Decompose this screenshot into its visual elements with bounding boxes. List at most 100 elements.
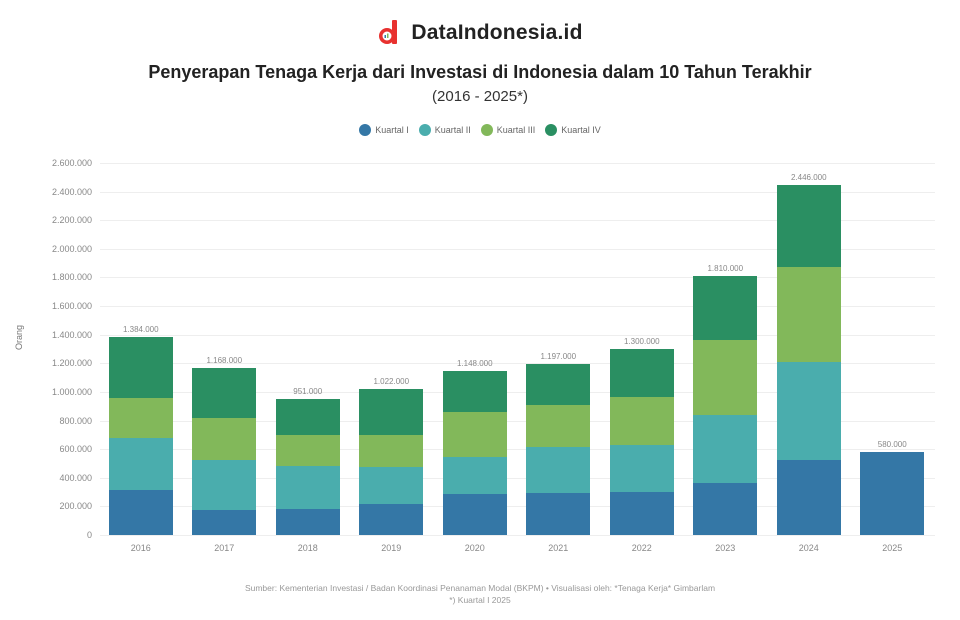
stacked-bar[interactable] xyxy=(860,452,925,535)
y-tick-label: 1.000.000 xyxy=(51,386,92,397)
bar-segment[interactable] xyxy=(776,267,841,363)
bar-segment[interactable] xyxy=(192,459,257,510)
stacked-bar[interactable] xyxy=(693,276,758,535)
gridline xyxy=(100,420,935,422)
y-tick-label: 2.200.000 xyxy=(51,215,92,226)
chart-source: Sumber: Kementerian Investasi / Badan Ko… xyxy=(0,582,960,606)
stacked-bar[interactable] xyxy=(275,398,340,535)
x-tick-label: 2020 xyxy=(464,543,485,553)
bar-segment[interactable] xyxy=(526,363,591,405)
legend-dot-icon xyxy=(418,124,431,136)
brand-name: DataIndonesia.id xyxy=(411,21,583,44)
legend-item[interactable]: Kuartal I xyxy=(359,124,409,136)
legend-dot-icon xyxy=(480,124,493,136)
y-tick-label: 1.200.000 xyxy=(51,358,92,369)
bar-segment[interactable] xyxy=(693,340,758,415)
bar-total-label: 1.810.000 xyxy=(707,264,744,274)
y-tick-label: 1.400.000 xyxy=(51,329,92,340)
bar-segment[interactable] xyxy=(693,276,758,340)
gridline xyxy=(100,363,935,365)
y-tick-label: 2.000.000 xyxy=(51,243,92,254)
plot-area: 0 200.000 400.000 600.000 800.000 1.000.000 1.… xyxy=(52,158,935,553)
bar-segment[interactable] xyxy=(108,337,173,398)
y-tick-label: 800.000 xyxy=(59,415,92,426)
bar-segment[interactable] xyxy=(275,466,340,509)
y-tick-label: 2.400.000 xyxy=(51,186,92,197)
bar-segment[interactable] xyxy=(609,491,674,535)
bar-total-label: 2.446.000 xyxy=(790,173,827,183)
legend-item[interactable]: Kuartal II xyxy=(418,124,471,136)
legend-dot-icon xyxy=(545,124,558,136)
brand-header: DataIndonesia.id xyxy=(0,20,960,46)
bar-segment[interactable] xyxy=(442,370,507,412)
legend-item[interactable]: Kuartal IV xyxy=(545,124,601,136)
bar-segment[interactable] xyxy=(192,367,257,418)
legend-label: Kuartal III xyxy=(496,125,536,135)
x-tick-label: 2023 xyxy=(715,543,736,553)
footnote: *) Kuartal I 2025 xyxy=(449,595,511,605)
stacked-bar[interactable] xyxy=(359,388,424,535)
bar-segment[interactable] xyxy=(776,185,841,268)
x-tick-label: 2025 xyxy=(882,543,903,553)
stacked-bar[interactable] xyxy=(526,363,591,535)
gridline xyxy=(100,334,935,336)
bar-segment[interactable] xyxy=(693,414,758,483)
bar-total-label: 1.148.000 xyxy=(456,358,493,368)
y-tick-label: 1.600.000 xyxy=(51,301,92,312)
bar-segment[interactable] xyxy=(609,349,674,397)
bar-total-label: 1.300.000 xyxy=(623,337,660,346)
gridline xyxy=(100,163,935,164)
bar-segment[interactable] xyxy=(526,492,591,535)
bar-segment[interactable] xyxy=(108,438,173,491)
y-tick-label: 2.600.000 xyxy=(51,158,92,168)
bar-total-label: 1.384.000 xyxy=(122,324,159,334)
gridline xyxy=(100,277,935,279)
bar-total-label: 1.168.000 xyxy=(206,355,243,365)
gridline xyxy=(100,220,935,222)
bar-total-label: 1.197.000 xyxy=(540,351,577,361)
legend-label: Kuartal II xyxy=(434,125,471,135)
bar-segment[interactable] xyxy=(693,482,758,535)
bar-segment[interactable] xyxy=(359,503,424,535)
chart-subtitle: (2016 - 2025*) xyxy=(432,88,528,105)
bar-segment[interactable] xyxy=(108,397,173,438)
bar-segment[interactable] xyxy=(442,493,507,535)
bar-segment[interactable] xyxy=(860,452,925,535)
bar-segment[interactable] xyxy=(192,509,257,535)
stacked-bar[interactable] xyxy=(192,367,257,535)
gridline xyxy=(100,191,935,193)
bar-segment[interactable] xyxy=(359,434,424,467)
bar-segment[interactable] xyxy=(275,508,340,535)
bar-segment[interactable] xyxy=(776,460,841,535)
chart-legend: Kuartal I Kuartal II Kuartal III Kuartal IV xyxy=(0,124,960,136)
stacked-bar[interactable] xyxy=(108,337,173,535)
bar-segment[interactable] xyxy=(275,435,340,467)
y-tick-label: 600.000 xyxy=(59,444,92,455)
bar-total-label: 951.000 xyxy=(293,386,323,396)
stacked-bar[interactable] xyxy=(776,185,841,535)
bar-segment[interactable] xyxy=(776,362,841,461)
bar-segment[interactable] xyxy=(609,396,674,445)
legend-item[interactable]: Kuartal III xyxy=(480,124,536,136)
bar-segment[interactable] xyxy=(275,398,340,435)
bar-segment[interactable] xyxy=(609,444,674,492)
bar-segment[interactable] xyxy=(359,466,424,504)
bar-segment[interactable] xyxy=(442,456,507,494)
bar-segment[interactable] xyxy=(526,404,591,447)
bar-segment[interactable] xyxy=(526,446,591,493)
stacked-bar[interactable] xyxy=(609,349,674,535)
gridline xyxy=(100,477,935,479)
stacked-bar[interactable] xyxy=(442,370,507,535)
bar-segment[interactable] xyxy=(192,418,257,460)
y-tick-label: 0 xyxy=(86,530,92,540)
bar-total-label: 580.000 xyxy=(877,440,907,449)
x-tick-label: 2024 xyxy=(798,543,819,553)
y-tick-label: 1.800.000 xyxy=(51,272,92,283)
gridline xyxy=(100,391,935,393)
bar-segment[interactable] xyxy=(442,411,507,457)
y-tick-label: 200.000 xyxy=(59,501,92,512)
bar-segment[interactable] xyxy=(359,388,424,435)
x-tick-label: 2019 xyxy=(381,543,402,553)
bar-segment[interactable] xyxy=(108,490,173,535)
x-tick-label: 2017 xyxy=(214,543,235,553)
